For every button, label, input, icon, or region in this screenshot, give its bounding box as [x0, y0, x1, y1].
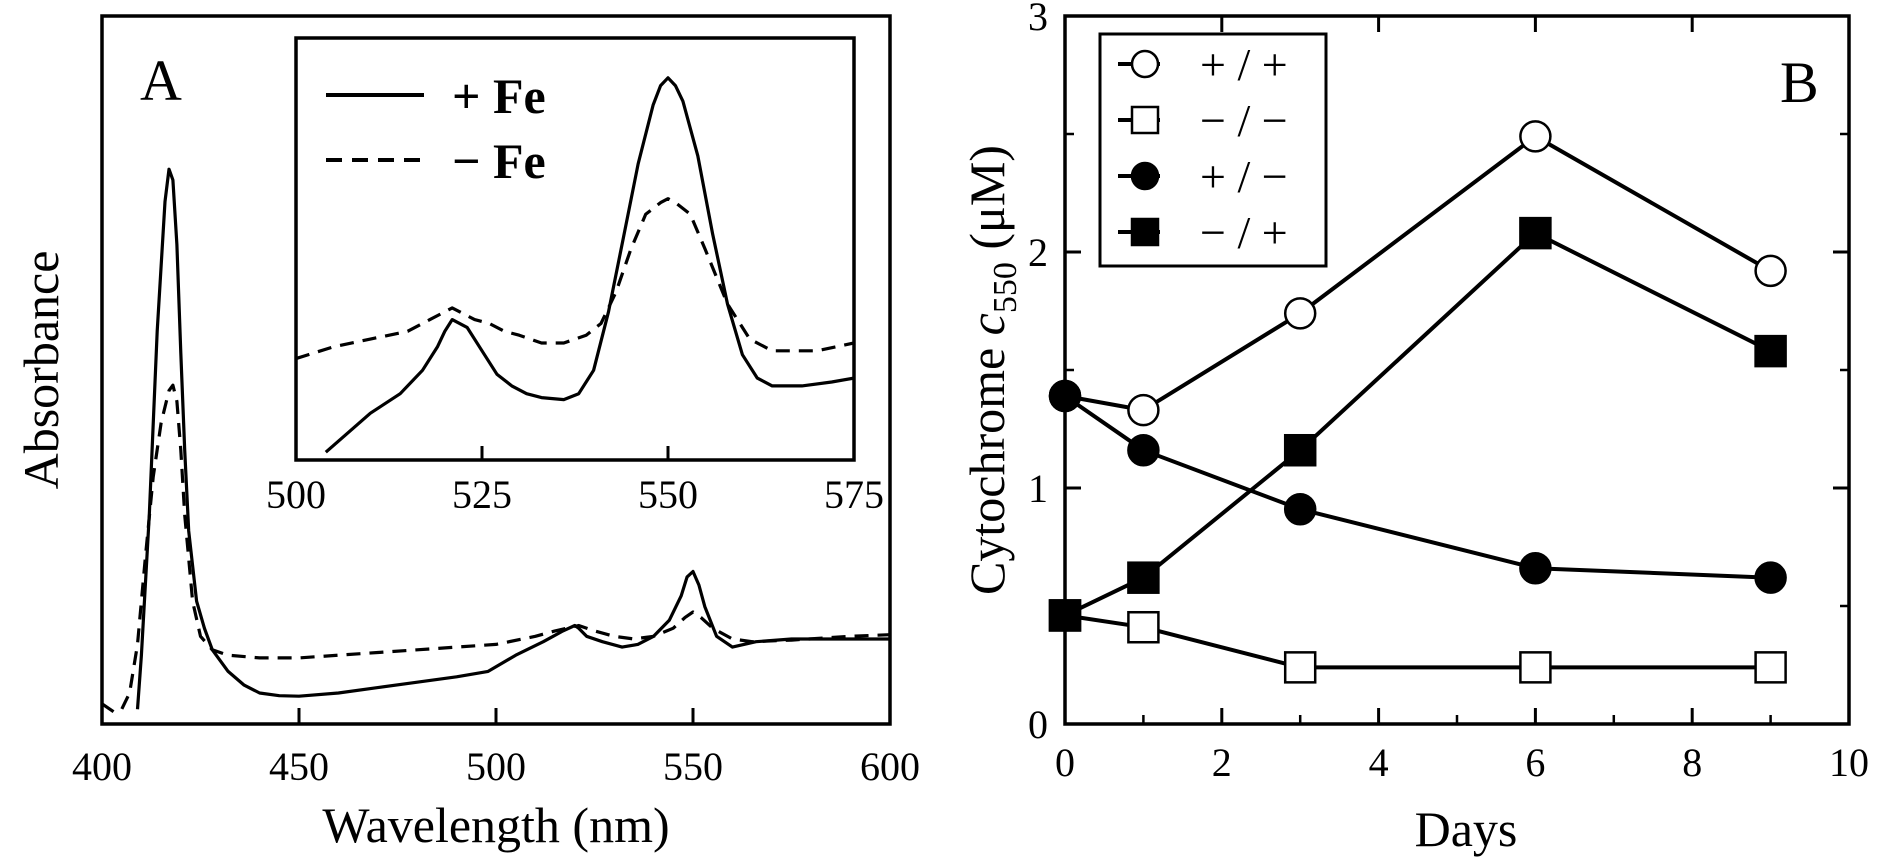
data-point-filled-square [1283, 433, 1317, 467]
data-point-open-circle [1283, 297, 1317, 330]
inset-legend-label-plus-fe: + Fe [452, 68, 546, 124]
data-point-filled-square [1519, 216, 1552, 250]
data-point-filled-square [1048, 599, 1082, 632]
data-point-open-square [1754, 651, 1787, 684]
panel-b-y-tick-label: 2 [1028, 230, 1048, 275]
panel-a-y-axis-title: Absorbance [13, 251, 69, 490]
data-point-filled-circle [1754, 561, 1787, 594]
legend-label: − / + [1200, 207, 1288, 258]
panel-b-y-tick-label: 1 [1028, 466, 1048, 511]
inset-x-tick-label: 500 [266, 472, 326, 517]
data-point-open-square [1283, 651, 1317, 684]
inset-x-tick-label: 550 [638, 472, 698, 517]
panel-b-y-tick-label: 3 [1028, 0, 1048, 39]
panel-b-y-tick-label: 0 [1028, 702, 1048, 747]
series-line-filled-square [1064, 231, 1772, 618]
panel-a-x-tick-label: 600 [860, 744, 920, 789]
legend-label: + / + [1200, 39, 1288, 90]
inset-curve-plus-fe [324, 76, 854, 454]
spectrum-curve-minus-fe [102, 383, 890, 714]
panel-a-x-tick-label: 500 [466, 744, 526, 789]
panel-a-x-tick-label: 450 [269, 744, 329, 789]
legend-label: − / − [1200, 95, 1288, 146]
panel-b-x-tick-label: 4 [1369, 740, 1389, 785]
data-point-open-circle [1127, 393, 1160, 427]
data-point-filled-circle [1519, 551, 1552, 585]
spectrum-curve-plus-fe [135, 167, 890, 710]
y-axis-title-subscript: 550 [987, 262, 1024, 313]
data-point-open-square [1519, 651, 1552, 684]
panel-b-x-axis-title: Days [1415, 801, 1518, 857]
legend-marker-filled-circle [1130, 161, 1160, 191]
inset-curves [296, 76, 854, 454]
panel-a-curves [102, 167, 890, 714]
data-point-open-square [1127, 610, 1160, 644]
data-point-filled-circle [1283, 492, 1317, 526]
y-axis-title-italic: c [959, 313, 1015, 335]
data-point-open-circle [1519, 120, 1552, 153]
panel-b-x-tick-label: 6 [1525, 740, 1545, 785]
data-point-filled-square [1754, 334, 1787, 368]
legend-label: + / − [1200, 151, 1288, 202]
panel-b-x-tick-label: 8 [1682, 740, 1702, 785]
series-line-filled-circle [1063, 394, 1771, 580]
legend-marker-open-circle [1130, 49, 1160, 79]
panel-b-x-tick-label: 2 [1212, 740, 1232, 785]
y-axis-title-unit: (μM) [959, 145, 1015, 262]
panel-b-x-tick-label: 0 [1055, 740, 1075, 785]
panel-b-axes: 0 2 4 6 8 10 0 1 2 3 [1028, 0, 1869, 785]
inset-background [296, 38, 854, 460]
inset-x-tick-label: 575 [824, 472, 884, 517]
inset-curve-minus-fe [296, 197, 854, 361]
y-axis-title-main: Cytochrome [959, 335, 1015, 595]
panel-a-x-tick-label: 550 [663, 744, 723, 789]
panel-b-series [1048, 120, 1787, 684]
legend-marker-filled-square [1130, 217, 1160, 247]
panel-b-letter: B [1780, 50, 1819, 115]
inset-x-tick-label: 525 [452, 472, 512, 517]
series-line-open-square [1064, 613, 1771, 670]
data-point-open-circle [1754, 254, 1787, 288]
panel-b-x-tick-label: 10 [1829, 740, 1869, 785]
panel-a-x-axis-title: Wavelength (nm) [322, 797, 669, 853]
panel-a: 400 450 500 550 600 A Wavelength (nm) Absorb… [13, 14, 920, 853]
panel-a-letter: A [140, 48, 182, 113]
data-point-filled-circle [1127, 433, 1160, 467]
panel-a-x-axis: 400 450 500 550 600 [72, 708, 920, 789]
data-point-filled-circle [1048, 379, 1082, 413]
legend-marker-open-square [1130, 105, 1160, 135]
inset-frame [294, 36, 856, 462]
panel-a-inset: 500 525 550 575 + Fe − Fe [266, 36, 884, 517]
inset-legend-label-minus-fe: − Fe [452, 133, 546, 189]
panel-b-y-axis-title: Cytochrome c550 (μM) [959, 145, 1024, 595]
panel-b-legend: + / +− / −+ / −− / + [1098, 32, 1328, 268]
panel-a-x-tick-label: 400 [72, 744, 132, 789]
inset-x-axis: 500 525 550 575 [266, 446, 884, 517]
data-point-filled-square [1127, 561, 1160, 594]
